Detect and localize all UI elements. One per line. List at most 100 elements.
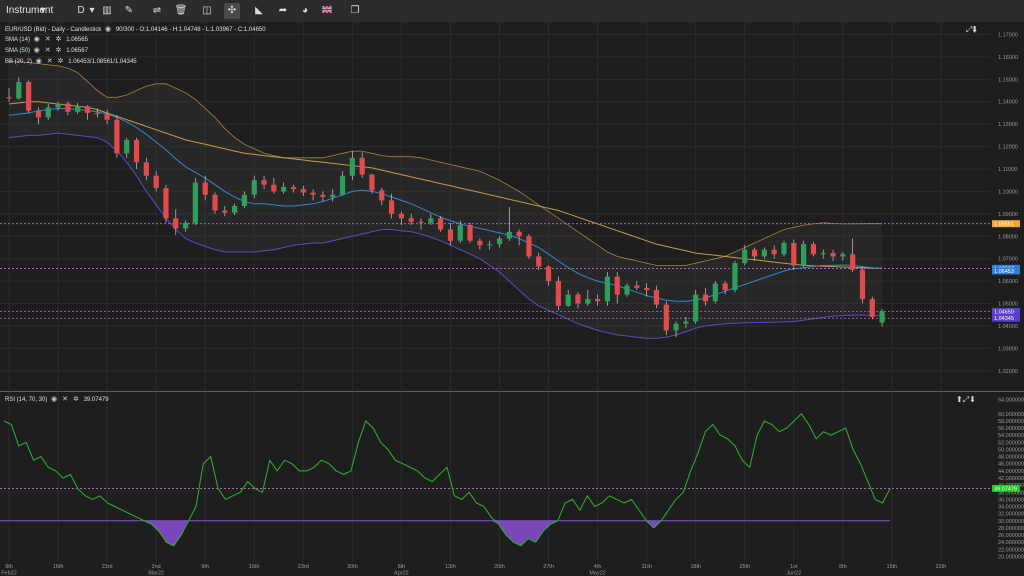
rsi-pane[interactable]: 64.000000 60.000000 58.000000 56.000000 54.0… [0,391,1024,568]
sma14-legend: SMA (14) ◉ ✕ ✲ 1.06565 [5,36,88,44]
instrument-dropdown-icon[interactable]: ▾ [40,5,46,16]
arrow-down-icon[interactable]: ⬇ [972,25,978,34]
candle-down [634,285,640,288]
candle-down [398,213,404,219]
uk-flag-icon[interactable] [320,3,334,19]
price-background [0,22,1024,389]
price-axis-tick-label: 1.17000 [998,32,1018,38]
price-axis-tick-label: 1.06000 [998,279,1018,285]
date-tick-label: 1st [790,564,798,570]
instrument-menu[interactable]: Instrument [6,3,53,19]
date-tick-label: 2nd [152,564,161,570]
window-icon[interactable]: ❐ [350,5,360,16]
price-chart[interactable]: 1.17000 1.16000 1.15000 1.14000 1.13000 1.120… [0,22,1024,389]
expand-icon[interactable]: ⤢ [966,25,973,34]
close-icon[interactable]: ✕ [62,396,70,403]
date-tick-sublabel: Mar22 [148,571,164,576]
date-tick-label: 23rd [102,564,113,570]
candle-down [35,110,42,118]
rsi-pane-controls: ⬆⤢⬇ [956,395,976,405]
eye-icon[interactable]: ◉ [35,58,43,65]
trash-icon[interactable]: 🗑 [174,5,188,16]
layout-icon[interactable]: ◫ [202,5,212,16]
candle-down [653,290,660,305]
rsi-axis-tick-label: 44.000000 [998,469,1024,475]
bollinger-band-fill [9,61,883,339]
date-tick-label: 6th [398,564,406,570]
timeframe-menu[interactable]: D [76,3,86,19]
candle-up [251,180,257,195]
sma50-label: SMA (50) [5,48,31,54]
bar-chart-icon[interactable]: ▥ [102,5,112,16]
rsi-oversold-fill [4,520,890,546]
date-tick-sublabel: Apr22 [394,571,409,576]
candle-down [222,210,228,213]
candle-down [271,184,277,192]
candle-up [761,249,767,257]
price-pane[interactable]: 1.17000 1.16000 1.15000 1.14000 1.13000 1.120… [0,22,1024,389]
gear-icon[interactable]: ✲ [55,36,63,43]
arrow-down-icon[interactable]: ⬇ [969,395,976,404]
price-tag-label: 1.08561 [994,222,1014,228]
candle-down [850,254,856,270]
pencil-icon[interactable]: ✎ [124,5,134,16]
sma50-value: 1.06567 [66,48,88,54]
candle-up [428,218,434,223]
candle-down [418,221,424,223]
price-tag [992,267,1020,275]
price-axis-tick-label: 1.03000 [998,346,1018,352]
timeframe-dropdown-icon[interactable]: ▾ [89,5,95,16]
sma14-label: SMA (14) [5,37,31,43]
eye-icon[interactable]: ◉ [33,36,41,43]
date-tick-label: 4th [594,564,602,570]
rsi-axis-tick-label: 46.000000 [998,462,1024,468]
indicators-icon[interactable]: ⇌ [152,5,162,16]
chart-type-icon[interactable]: ◣ [255,5,263,16]
candle-up [565,294,571,306]
gear-icon[interactable]: ✲ [57,58,65,65]
candle-down [104,114,110,120]
expand-icon[interactable]: ⤢ [962,395,970,404]
share-icon[interactable]: ➦ [278,5,288,16]
crosshair-icon[interactable]: ✣ [224,3,240,19]
price-axis-tick-label: 1.16000 [998,55,1018,61]
candle-up [781,242,787,255]
rsi-axis-tick-label: 64.000000 [998,398,1024,404]
close-icon[interactable]: ✕ [44,36,52,43]
price-tag-label: 1.04650 [994,309,1014,315]
theme-icon[interactable]: ◕ [301,5,309,16]
candle-down [114,119,120,154]
rsi-axis-tick-label: 28.000000 [998,526,1024,532]
price-axis-tick-label: 1.11000 [998,167,1017,173]
eye-icon[interactable]: ◉ [51,396,59,403]
rsi-axis-tick-label: 36.000000 [998,497,1024,503]
close-icon[interactable]: ✕ [46,58,54,65]
candle-up [879,311,885,323]
rsi-axis-tick-label: 26.000000 [998,533,1024,539]
candle-up [75,106,81,112]
candle-up [693,294,699,322]
price-tag-label: 1.06453 [994,269,1014,275]
candle-down [477,240,483,246]
candle-up [604,276,611,302]
price-tag-label: 1.04345 [994,316,1014,322]
candle-down [6,97,12,99]
candle-down [447,229,454,241]
rsi-chart[interactable]: 64.000000 60.00000058.00000056.00000054.0… [0,392,1024,568]
candle-down [467,225,473,241]
arrow-up-icon[interactable]: ⬆ [956,395,963,404]
price-axis-tick-label: 1.09000 [998,212,1018,218]
candle-down [595,299,601,302]
close-icon[interactable]: ✕ [44,47,52,54]
candle-up [339,175,346,195]
candle-down [173,218,179,229]
rsi-axis-tick-label: 24.000000 [998,540,1024,546]
eye-icon[interactable]: ◉ [33,47,41,54]
rsi-value: 39.07479 [83,397,109,403]
gear-icon[interactable]: ✲ [73,396,80,403]
ohlc-values: O:1.04146 - H:1.04748 - L:1.03967 - C:1.… [139,27,266,33]
candle-up [624,285,630,295]
eye-icon[interactable]: ◉ [105,26,113,33]
candle-up [673,323,679,331]
gear-icon[interactable]: ✲ [55,47,63,54]
